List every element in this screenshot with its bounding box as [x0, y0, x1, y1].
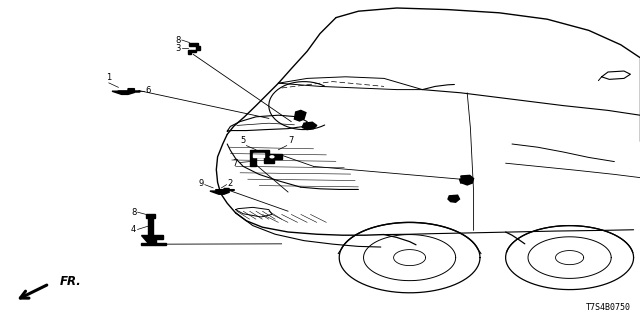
Polygon shape — [461, 175, 474, 185]
Polygon shape — [148, 218, 153, 235]
Polygon shape — [210, 188, 229, 194]
Text: T7S4B0750: T7S4B0750 — [586, 303, 630, 312]
Polygon shape — [253, 153, 264, 157]
Text: FR.: FR. — [60, 275, 81, 288]
Text: 2: 2 — [228, 180, 233, 188]
Text: 3: 3 — [175, 44, 180, 52]
Text: 1: 1 — [106, 73, 111, 82]
Text: 8: 8 — [131, 208, 136, 217]
Polygon shape — [188, 46, 200, 54]
Text: 6: 6 — [145, 86, 150, 95]
Text: 5: 5 — [241, 136, 246, 145]
Text: 9: 9 — [198, 180, 204, 188]
Polygon shape — [268, 155, 276, 159]
Text: 4: 4 — [131, 225, 136, 234]
Polygon shape — [189, 43, 198, 46]
Text: 7: 7 — [288, 136, 293, 145]
Text: 7: 7 — [233, 159, 238, 168]
Text: 8: 8 — [175, 36, 180, 44]
Polygon shape — [141, 243, 166, 245]
Polygon shape — [302, 122, 317, 130]
Polygon shape — [250, 150, 282, 166]
Polygon shape — [460, 179, 466, 183]
Polygon shape — [294, 110, 306, 121]
Polygon shape — [448, 195, 460, 202]
Polygon shape — [141, 235, 163, 243]
Polygon shape — [146, 214, 155, 218]
Polygon shape — [270, 156, 274, 158]
Polygon shape — [112, 89, 134, 94]
